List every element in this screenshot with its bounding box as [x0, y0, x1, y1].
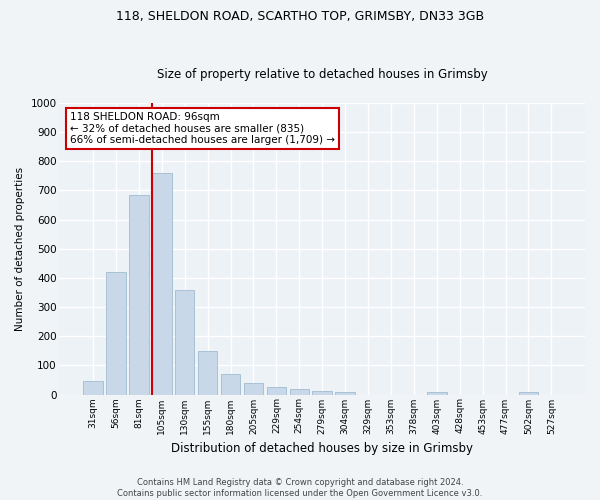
Bar [335, 392, 355, 394]
Y-axis label: Number of detached properties: Number of detached properties [15, 166, 25, 331]
Bar [519, 392, 538, 394]
Bar [198, 351, 217, 395]
Text: Contains HM Land Registry data © Crown copyright and database right 2024.
Contai: Contains HM Land Registry data © Crown c… [118, 478, 482, 498]
Text: 118 SHELDON ROAD: 96sqm
← 32% of detached houses are smaller (835)
66% of semi-d: 118 SHELDON ROAD: 96sqm ← 32% of detache… [70, 112, 335, 145]
Bar [129, 195, 149, 394]
Title: Size of property relative to detached houses in Grimsby: Size of property relative to detached ho… [157, 68, 488, 81]
Text: 118, SHELDON ROAD, SCARTHO TOP, GRIMSBY, DN33 3GB: 118, SHELDON ROAD, SCARTHO TOP, GRIMSBY,… [116, 10, 484, 23]
Bar [313, 390, 332, 394]
Bar [106, 272, 126, 394]
Bar [290, 390, 309, 394]
Bar [244, 384, 263, 394]
Bar [221, 374, 241, 394]
X-axis label: Distribution of detached houses by size in Grimsby: Distribution of detached houses by size … [171, 442, 473, 455]
Bar [152, 173, 172, 394]
Bar [175, 290, 194, 395]
Bar [83, 381, 103, 394]
Bar [427, 392, 446, 394]
Bar [266, 386, 286, 394]
